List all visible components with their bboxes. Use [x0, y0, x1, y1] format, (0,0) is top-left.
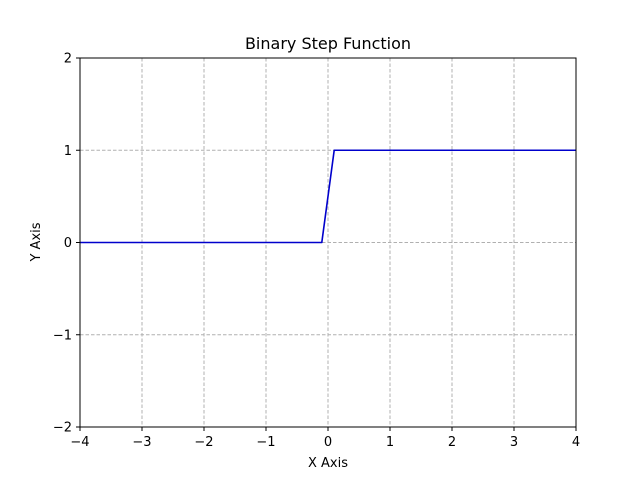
y-tick-label-3: 1: [64, 144, 72, 159]
y-tick-label-2: 0: [64, 236, 72, 251]
y-tick-label-1: −1: [53, 328, 72, 343]
x-tick-label-3: −1: [256, 435, 275, 450]
x-tick-label-6: 2: [448, 435, 456, 450]
x-axis-label: X Axis: [308, 456, 348, 471]
chart-title: Binary Step Function: [245, 34, 411, 53]
series-line-0: [80, 149, 576, 244]
ticks: −4 −3 −2 −1 0 1 2 3 4 −2 −1 0 1 2: [53, 52, 580, 451]
y-axis-label: Y Axis: [29, 222, 44, 262]
x-tick-label-5: 1: [386, 435, 394, 450]
x-tick-label-2: −2: [194, 435, 213, 450]
x-tick-label-8: 4: [572, 435, 580, 450]
y-tick-label-0: −2: [53, 421, 72, 436]
x-tick-label-0: −4: [70, 435, 89, 450]
x-tick-label-7: 3: [510, 435, 518, 450]
x-tick-label-4: 0: [324, 435, 332, 450]
series-layer: [80, 149, 576, 244]
x-tick-label-1: −3: [132, 435, 151, 450]
y-tick-label-4: 2: [64, 52, 72, 67]
